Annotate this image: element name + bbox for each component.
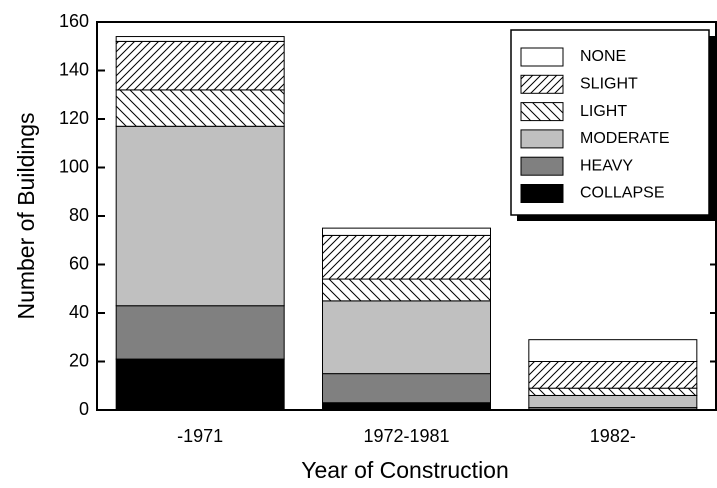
bar-segment	[528, 339, 698, 362]
bar-segment	[528, 361, 698, 389]
y-tick-label: 100	[59, 156, 89, 176]
legend-swatch	[520, 74, 564, 94]
bar-segment	[322, 402, 491, 411]
legend-label: SLIGHT	[580, 76, 638, 93]
y-tick-label: 0	[79, 399, 89, 419]
legend-label: COLLAPSE	[580, 185, 664, 202]
y-axis-label: Number of Buildings	[13, 112, 39, 319]
legend-swatch	[520, 47, 564, 67]
bar-segment	[322, 234, 491, 280]
bar-segment	[115, 305, 285, 360]
bar-segment	[115, 40, 285, 91]
plot-frame	[96, 21, 717, 411]
bar-segment	[528, 387, 698, 396]
legend-swatch	[520, 129, 564, 149]
x-tick-label: 1982-	[590, 426, 636, 446]
y-tick-label: 60	[69, 253, 89, 273]
bar-segment	[528, 394, 698, 409]
legend-swatch	[520, 102, 564, 122]
bar-segment	[322, 300, 491, 375]
x-tick-label: 1972-1981	[363, 426, 449, 446]
bar-segment	[115, 89, 285, 127]
bar-segment	[322, 373, 491, 404]
bar-segment	[115, 125, 285, 307]
legend-label: LIGHT	[580, 103, 627, 120]
y-tick-label: 120	[59, 108, 89, 128]
legend-label: MODERATE	[580, 130, 669, 147]
x-axis-label: Year of Construction	[301, 457, 509, 483]
x-tick-label: -1971	[177, 426, 223, 446]
bar-segment	[322, 278, 491, 302]
y-tick-label: 20	[69, 350, 89, 370]
legend-swatch	[520, 184, 564, 203]
bar-segment	[322, 227, 491, 236]
y-tick-label: 160	[59, 11, 89, 31]
bar-segment	[115, 358, 285, 411]
y-tick-label: 80	[69, 205, 89, 225]
y-tick-label: 140	[59, 59, 89, 79]
y-tick-label: 40	[69, 302, 89, 322]
legend-label: NONE	[580, 48, 626, 65]
bar-segment	[115, 36, 285, 42]
legend-swatch	[520, 156, 564, 176]
legend-label: HEAVY	[580, 157, 633, 174]
